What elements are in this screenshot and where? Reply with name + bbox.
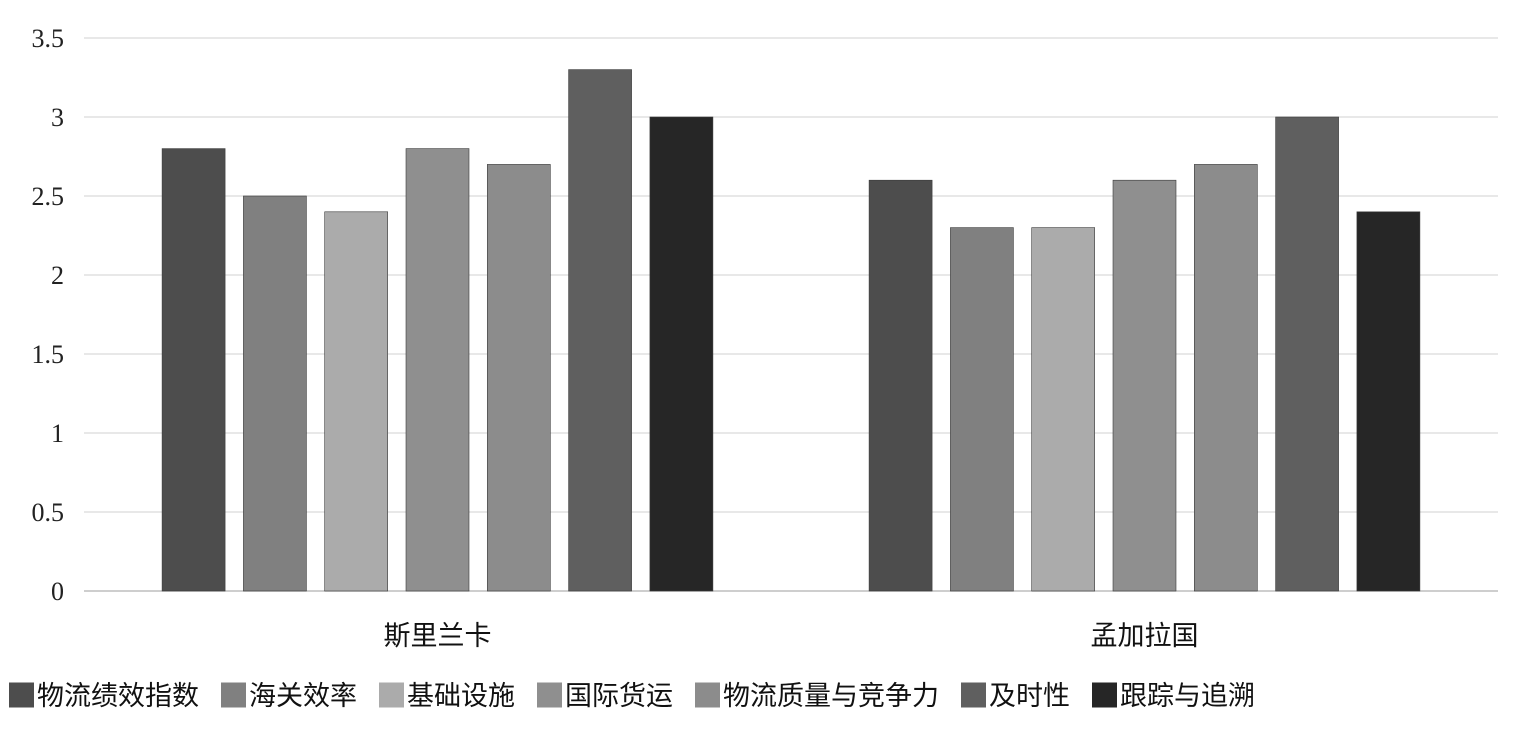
bar: [243, 195, 307, 592]
bar: [405, 148, 470, 592]
legend-swatch: [695, 682, 720, 708]
bar: [1031, 227, 1095, 592]
bar: [1356, 211, 1421, 592]
bar: [486, 164, 551, 592]
legend-label: 跟踪与追溯: [1120, 681, 1255, 712]
y-tick-label: 0.5: [32, 498, 65, 527]
legend-swatch: [961, 682, 986, 708]
bar: [161, 148, 226, 592]
legend-item: 跟踪与追溯: [1092, 681, 1255, 712]
legend-item: 基础设施: [379, 681, 515, 712]
bar: [1112, 179, 1177, 592]
bars: [161, 69, 1421, 592]
y-tick-label: 2: [51, 261, 64, 290]
x-axis: 斯里兰卡 孟加拉国: [384, 621, 1199, 652]
legend-item: 物流绩效指数: [9, 681, 199, 712]
legend-item: 国际货运: [537, 681, 673, 712]
y-tick-label: 1: [51, 419, 64, 448]
legend-label: 海关效率: [249, 681, 357, 712]
legend-swatch: [379, 682, 404, 708]
bar: [950, 227, 1014, 592]
y-axis: 0 0.5 1 1.5 2 2.5 3 3.5: [32, 24, 65, 606]
legend: 物流绩效指数 海关效率 基础设施 国际货运 物流质量与竞争力 及时性 跟踪与追溯: [9, 681, 1255, 712]
legend-label: 国际货运: [565, 681, 673, 712]
bar: [1275, 116, 1339, 592]
legend-swatch: [9, 682, 34, 708]
legend-swatch: [537, 682, 562, 708]
bar: [868, 179, 933, 592]
legend-swatch: [1092, 682, 1117, 708]
category-label: 斯里兰卡: [384, 621, 492, 652]
category-label: 孟加拉国: [1091, 621, 1199, 652]
legend-swatch: [221, 682, 246, 708]
bar: [568, 69, 632, 592]
bar: [324, 211, 389, 592]
y-tick-label: 3.5: [32, 24, 65, 53]
bar: [649, 116, 714, 592]
bar: [1194, 164, 1258, 592]
legend-label: 及时性: [989, 681, 1070, 712]
legend-label: 物流质量与竞争力: [723, 681, 939, 712]
legend-item: 及时性: [961, 681, 1070, 712]
y-tick-label: 2.5: [32, 182, 65, 211]
y-tick-label: 0: [51, 577, 64, 606]
gridlines: [84, 37, 1498, 592]
legend-label: 物流绩效指数: [37, 681, 199, 712]
legend-label: 基础设施: [407, 681, 515, 712]
legend-item: 物流质量与竞争力: [695, 681, 939, 712]
y-tick-label: 1.5: [32, 340, 65, 369]
y-tick-label: 3: [51, 103, 64, 132]
legend-item: 海关效率: [221, 681, 357, 712]
